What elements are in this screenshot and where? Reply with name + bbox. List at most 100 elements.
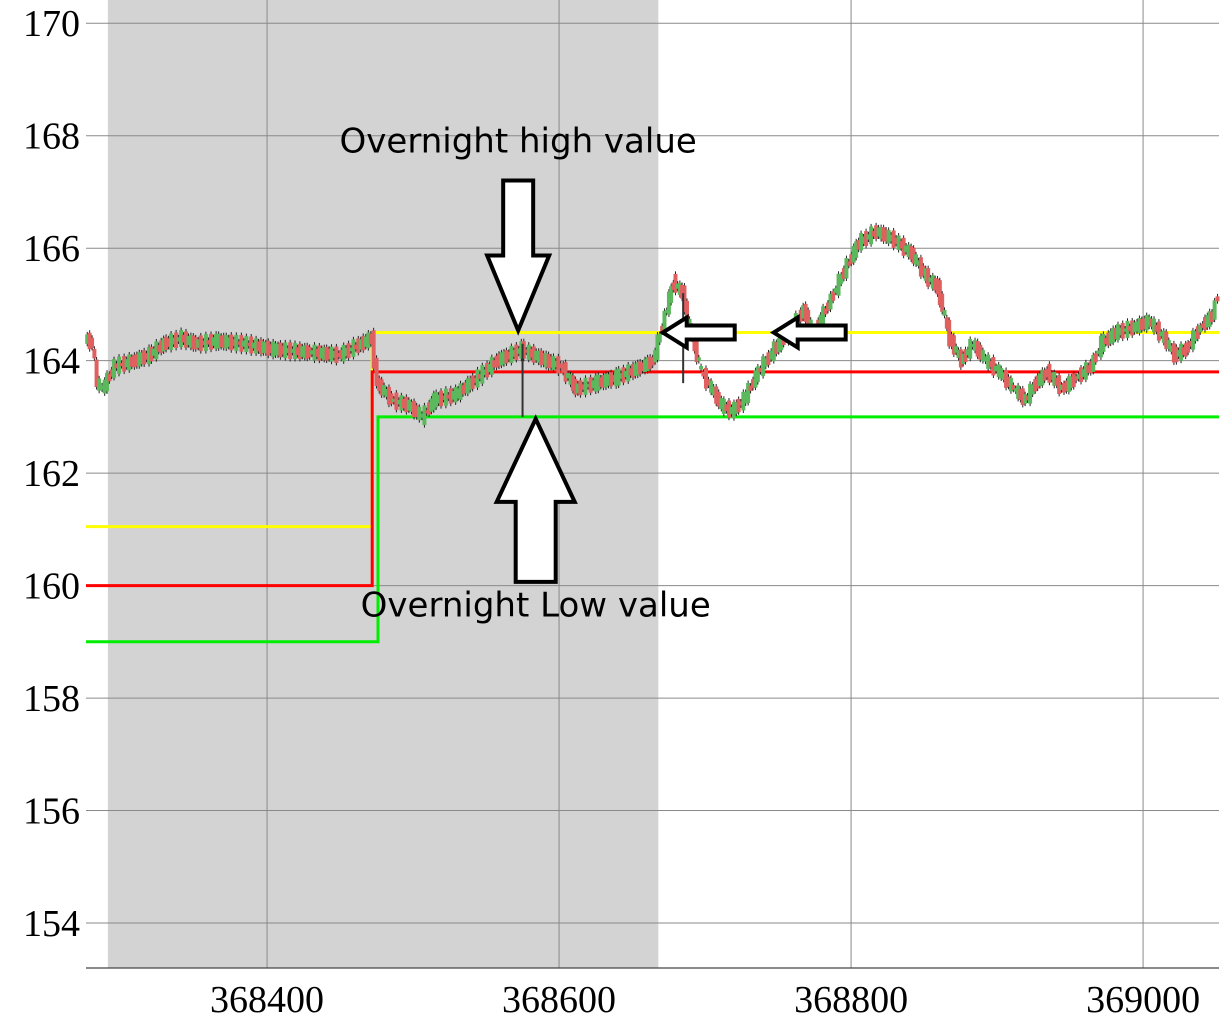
candle-body: [188, 335, 193, 348]
candle-body: [100, 385, 105, 390]
overnight-high-arrow: [484, 178, 553, 336]
candle-body: [1154, 324, 1159, 332]
candle-body: [307, 346, 312, 358]
candle-body: [211, 337, 216, 346]
candle-body: [769, 350, 774, 360]
candle-body: [1020, 388, 1025, 405]
candle-body: [463, 382, 468, 394]
candle-body: [899, 241, 904, 249]
candle-body: [300, 346, 305, 357]
candle-body: [107, 373, 112, 382]
candle-body: [1049, 372, 1054, 380]
candle-body: [975, 341, 980, 357]
candle-body: [583, 377, 588, 395]
candle-body: [1212, 300, 1217, 320]
candle-body: [331, 350, 336, 358]
candle-body: [643, 359, 648, 372]
candle-body: [439, 390, 444, 407]
candle-body: [1132, 322, 1137, 333]
candle-body: [871, 230, 876, 237]
candle-body: [996, 364, 1001, 378]
candle-body: [186, 335, 191, 346]
candle-body: [803, 303, 808, 322]
candle-body: [201, 340, 206, 346]
candle-body: [386, 386, 391, 405]
candle-body: [90, 337, 95, 348]
candle-body: [586, 384, 591, 388]
candle-body: [655, 334, 660, 360]
candle-body: [951, 335, 956, 355]
candle-body: [716, 391, 721, 407]
candle-body: [310, 350, 315, 355]
candle-body: [92, 348, 97, 359]
candle-body: [709, 380, 714, 393]
candle-body: [305, 345, 310, 359]
candle-body: [591, 380, 596, 389]
candle-body: [1074, 376, 1079, 381]
candle-body: [779, 334, 784, 351]
candle-body: [171, 337, 176, 345]
candle-body: [694, 339, 699, 363]
candle-body: [578, 380, 583, 396]
candle-body: [914, 254, 919, 265]
candle-body: [923, 268, 928, 281]
candle-body: [928, 277, 933, 282]
y-tick-label: 158: [23, 678, 80, 720]
candle-body: [401, 398, 406, 409]
candle-body: [389, 393, 394, 404]
candle-body: [293, 343, 298, 359]
candle-body: [921, 265, 926, 276]
candle-body: [424, 410, 429, 414]
candle-body: [988, 360, 993, 368]
candle-body: [633, 363, 638, 377]
candle-body: [566, 373, 571, 379]
candle-body: [1142, 318, 1147, 330]
candle-body: [1113, 327, 1118, 340]
candle-body: [295, 347, 300, 356]
candle-body: [206, 339, 211, 345]
candle-body: [669, 286, 674, 303]
candle-body: [970, 343, 975, 348]
candle-body: [706, 379, 711, 386]
candle-body: [487, 363, 492, 373]
candle-body: [132, 354, 137, 368]
candle-body: [726, 400, 731, 418]
candle-body: [851, 245, 856, 263]
candle-body: [746, 382, 751, 404]
candle-body: [516, 348, 521, 354]
candle-body: [427, 402, 432, 415]
candle-body: [114, 363, 119, 369]
candle-body: [1164, 331, 1169, 349]
candle-body: [379, 379, 384, 396]
candle-body: [521, 341, 526, 359]
candle-body: [699, 366, 704, 370]
candle-body: [453, 387, 458, 403]
candle-body: [465, 378, 470, 394]
candle-body: [1147, 316, 1152, 327]
candle-body: [221, 335, 226, 349]
candle-body: [866, 234, 871, 240]
y-tick-label: 164: [23, 341, 80, 383]
candle-body: [336, 352, 341, 357]
green-reference-line: [86, 415, 1219, 644]
candle-body: [169, 333, 174, 350]
candle-body: [598, 377, 603, 387]
candle-body: [358, 339, 363, 350]
candle-body: [1006, 376, 1011, 387]
candle-body: [753, 370, 758, 388]
candle-body: [1166, 340, 1171, 349]
candle-body: [758, 367, 763, 373]
candle-body: [473, 377, 478, 383]
candle-body: [109, 369, 114, 377]
candle-body: [164, 336, 169, 350]
candle-body: [638, 361, 643, 375]
candle-body: [1008, 377, 1013, 392]
candle-body: [1030, 384, 1035, 395]
candle-body: [711, 386, 716, 396]
candle-body: [563, 362, 568, 382]
candle-body: [736, 398, 741, 413]
candle-body: [1064, 380, 1069, 392]
x-tick-label: 369000: [1086, 979, 1200, 1016]
candle-body: [541, 353, 546, 365]
candle-body: [748, 385, 753, 391]
